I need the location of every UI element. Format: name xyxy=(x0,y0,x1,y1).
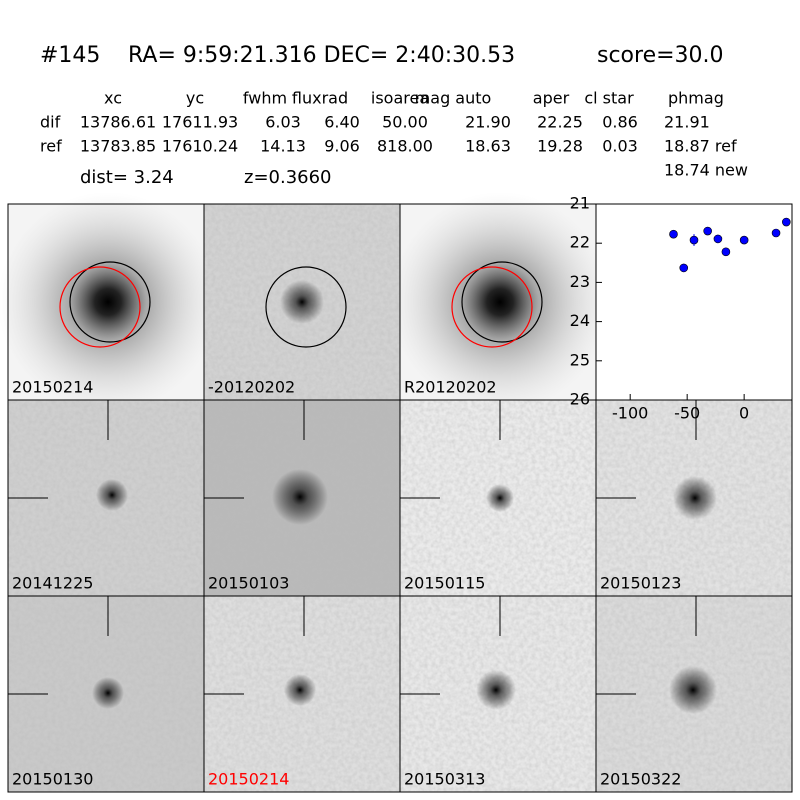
light-curve: 21 22 23 24 25 26 -100 -50 0 xyxy=(570,194,793,423)
panel-label: 20150130 xyxy=(12,770,93,789)
point xyxy=(771,228,781,238)
panel-label: 20141225 xyxy=(12,574,93,593)
source xyxy=(96,479,128,511)
point xyxy=(703,226,712,236)
table-cell: 0.03 xyxy=(602,137,638,156)
aperture xyxy=(461,261,543,343)
x-tick-label: -100 xyxy=(612,404,648,423)
x-tick-label: -50 xyxy=(674,404,700,423)
point xyxy=(713,234,723,244)
y-tick-label: 21 xyxy=(570,194,590,213)
source xyxy=(272,469,328,525)
y-tick-label: 23 xyxy=(570,272,590,291)
table-cell: 13786.61 xyxy=(80,113,156,132)
column-header: aper xyxy=(533,89,570,108)
aperture-ref xyxy=(59,266,141,348)
table-cell: 17611.93 xyxy=(162,113,238,132)
phmag-new: 18.74 new xyxy=(664,161,748,180)
y-tick-label: 26 xyxy=(570,390,590,409)
coords: RA= 9:59:21.316 DEC= 2:40:30.53 xyxy=(128,43,515,68)
table-cell: 22.25 xyxy=(537,113,583,132)
panel-label: 20150123 xyxy=(600,574,681,593)
panel-label: R20120202 xyxy=(404,378,497,397)
source xyxy=(673,476,717,520)
panel-label: 20150214 xyxy=(208,770,289,789)
column-header: xc xyxy=(104,89,122,108)
y-tick-label: 25 xyxy=(570,350,590,369)
table-cell: ref xyxy=(40,137,62,156)
redshift: z=0.3660 xyxy=(244,167,332,188)
table-cell: 21.91 xyxy=(664,113,710,132)
column-header: phmag xyxy=(668,89,724,108)
object-id: #145 xyxy=(40,43,100,68)
point xyxy=(721,247,731,257)
source xyxy=(280,280,324,324)
table-cell: 9.06 xyxy=(324,137,360,156)
source xyxy=(390,192,610,412)
source xyxy=(284,674,316,706)
panel-label: 20150214 xyxy=(12,378,93,397)
panels: 20150214 -20120202 R20120202 20141225 201501… xyxy=(0,192,793,793)
x-tick-label: 0 xyxy=(739,404,749,423)
table-cell: 6.03 xyxy=(265,113,301,132)
table-cell: dif xyxy=(40,113,61,132)
panel-label: 20150115 xyxy=(404,574,485,593)
column-header: isoarea xyxy=(371,89,429,108)
panel-label: -20120202 xyxy=(208,378,295,397)
source xyxy=(476,670,516,710)
table-cell: 17610.24 xyxy=(162,137,238,156)
column-header: yc xyxy=(186,89,204,108)
score: score=30.0 xyxy=(597,43,724,68)
table-cell: 0.86 xyxy=(602,113,638,132)
table-cell: 50.00 xyxy=(382,113,428,132)
table-cell: 19.28 xyxy=(537,137,583,156)
column-header: cl star xyxy=(584,89,634,108)
aperture xyxy=(265,266,347,348)
panel-label: 20150322 xyxy=(600,770,681,789)
point xyxy=(739,235,749,245)
table-cell: 14.13 xyxy=(260,137,306,156)
aperture-ref xyxy=(451,266,533,348)
source xyxy=(486,484,514,512)
table-cell: 21.90 xyxy=(465,113,511,132)
table-cell: 818.00 xyxy=(377,137,433,156)
point xyxy=(679,263,689,273)
point xyxy=(669,229,678,239)
point xyxy=(689,235,699,245)
plot-bg xyxy=(595,203,793,401)
point xyxy=(782,217,791,227)
column-header: fwhm xyxy=(243,89,287,108)
dist: dist= 3.24 xyxy=(80,167,174,188)
panel-label: 20150313 xyxy=(404,770,485,789)
y-tick-label: 24 xyxy=(570,311,590,330)
table-cell: 13783.85 xyxy=(80,137,156,156)
column-header: mag auto xyxy=(415,89,492,108)
source xyxy=(0,192,218,412)
aperture xyxy=(69,261,151,343)
panel-frame xyxy=(595,595,793,793)
column-header: fluxrad xyxy=(292,89,348,108)
source xyxy=(92,677,124,709)
y-tick-label: 22 xyxy=(570,233,590,252)
table-cell: 18.63 xyxy=(465,137,511,156)
panel-label: 20150103 xyxy=(208,574,289,593)
table-cell: 18.87 ref xyxy=(664,137,737,156)
table-cell: 6.40 xyxy=(324,113,360,132)
source xyxy=(669,666,717,714)
